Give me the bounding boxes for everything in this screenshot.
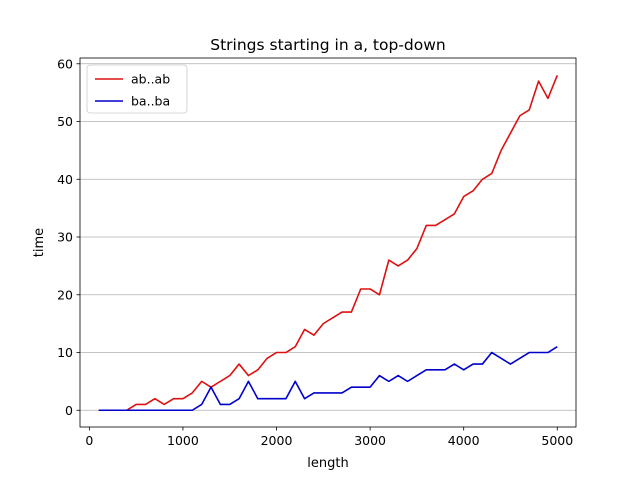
grid-lines	[80, 63, 576, 411]
legend: ab..ab ba..ba	[86, 64, 188, 114]
y-tick-label: 30	[57, 230, 73, 245]
x-tick-label: 4000	[448, 433, 480, 448]
axis-ticks: 0 10 20 30 40 50 60 0 1000 2000 3000 4000 5000	[57, 56, 573, 448]
series-lines	[98, 75, 559, 412]
chart-title: Strings starting in a, top-down	[210, 36, 445, 54]
x-tick-label: 1000	[167, 433, 199, 448]
x-tick-label: 0	[85, 433, 93, 448]
x-tick-label: 3000	[354, 433, 386, 448]
y-tick-label: 50	[57, 114, 73, 129]
plot-frame	[79, 57, 577, 428]
y-tick-label: 0	[65, 403, 73, 418]
y-tick-label: 60	[57, 56, 73, 71]
series-line-ab-ab	[98, 75, 559, 412]
y-tick-label: 40	[57, 172, 73, 187]
series-line-ba-ba	[98, 346, 558, 412]
legend-label: ba..ba	[131, 94, 170, 109]
x-tick-label: 5000	[541, 433, 573, 448]
y-tick-label: 10	[57, 345, 73, 360]
y-axis-label: time	[32, 228, 47, 257]
legend-label: ab..ab	[131, 72, 170, 87]
x-axis-label: length	[307, 456, 348, 471]
x-tick-label: 2000	[261, 433, 293, 448]
y-tick-label: 20	[57, 287, 73, 302]
